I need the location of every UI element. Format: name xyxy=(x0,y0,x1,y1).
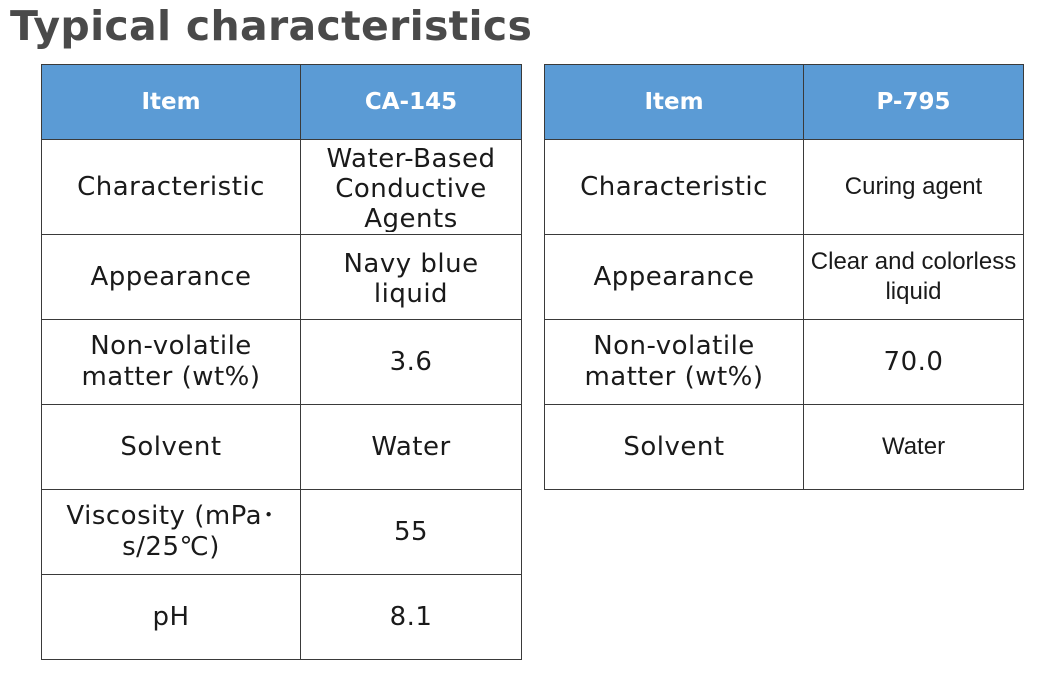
table-row: Characteristic Curing agent xyxy=(544,139,1024,235)
row-label: Non-volatile matter (wt%) xyxy=(41,319,301,405)
table-row: Non-volatile matter (wt%) 3.6 xyxy=(41,319,522,405)
row-value: Water xyxy=(803,404,1024,490)
table-row: pH 8.1 xyxy=(41,574,522,660)
column-header-item: Item xyxy=(41,64,301,140)
row-label: Appearance xyxy=(41,234,301,320)
column-header-product: P-795 xyxy=(803,64,1024,140)
spec-table-p795: Item P-795 Characteristic Curing agent A… xyxy=(544,64,1024,490)
row-label: Viscosity (mPa･s/25℃) xyxy=(41,489,301,575)
table-row: Characteristic Water-Based Conductive Ag… xyxy=(41,139,522,235)
spec-table-ca145: Item CA-145 Characteristic Water-Based C… xyxy=(41,64,522,660)
row-value: Clear and colorless liquid xyxy=(803,234,1024,320)
row-label: Appearance xyxy=(544,234,804,320)
row-label: pH xyxy=(41,574,301,660)
row-value: Water-Based Conductive Agents xyxy=(300,139,522,235)
table-row: Viscosity (mPa･s/25℃) 55 xyxy=(41,489,522,575)
table-row: Appearance Clear and colorless liquid xyxy=(544,234,1024,320)
row-value: Navy blue liquid xyxy=(300,234,522,320)
row-value: 55 xyxy=(300,489,522,575)
table-row: Solvent Water xyxy=(41,404,522,490)
column-header-item: Item xyxy=(544,64,804,140)
row-value: Curing agent xyxy=(803,139,1024,235)
row-label: Characteristic xyxy=(544,139,804,235)
row-label: Characteristic xyxy=(41,139,301,235)
column-header-product: CA-145 xyxy=(300,64,522,140)
table-header-row: Item P-795 xyxy=(544,64,1024,140)
table-row: Appearance Navy blue liquid xyxy=(41,234,522,320)
row-label: Solvent xyxy=(41,404,301,490)
page-title: Typical characteristics xyxy=(10,2,533,50)
table-header-row: Item CA-145 xyxy=(41,64,522,140)
row-label: Non-volatile matter (wt%) xyxy=(544,319,804,405)
row-value-text: Water-Based Conductive Agents xyxy=(326,144,496,232)
row-value: 3.6 xyxy=(300,319,522,405)
table-row: Non-volatile matter (wt%) 70.0 xyxy=(544,319,1024,405)
row-label: Solvent xyxy=(544,404,804,490)
row-value: 8.1 xyxy=(300,574,522,660)
row-value: 70.0 xyxy=(803,319,1024,405)
row-value-text: Navy blue liquid xyxy=(343,249,479,309)
table-row: Solvent Water xyxy=(544,404,1024,490)
row-value: Water xyxy=(300,404,522,490)
